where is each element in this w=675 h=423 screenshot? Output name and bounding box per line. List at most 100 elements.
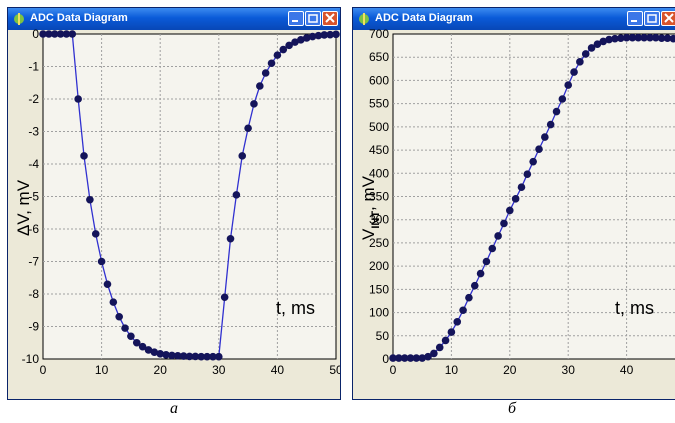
y-tick-label: 700 (369, 27, 389, 41)
data-point (517, 183, 526, 192)
data-point (256, 82, 264, 90)
data-point (320, 31, 329, 39)
time-unit-annotation: t, ms (276, 298, 315, 318)
chart-right: 0102030405005010015020025030035040045050… (359, 27, 675, 377)
data-point (587, 44, 596, 52)
data-point (424, 352, 432, 361)
data-point (203, 352, 211, 361)
data-point (308, 32, 317, 41)
data-point (179, 352, 188, 360)
data-point (115, 312, 123, 321)
data-point (663, 34, 672, 42)
y-tick-label: 650 (369, 50, 389, 64)
data-point (144, 346, 153, 354)
data-point (593, 40, 602, 49)
close-icon (664, 13, 674, 23)
data-point (494, 232, 502, 240)
data-point (482, 257, 491, 266)
y-tick-label: 0 (32, 27, 39, 41)
x-tick-label: 10 (445, 363, 459, 377)
data-point (622, 33, 631, 42)
data-point (185, 352, 194, 361)
data-point (552, 107, 561, 116)
y-tick-label: -1 (28, 60, 39, 74)
y-tick-label: -10 (22, 352, 40, 366)
data-point (121, 324, 129, 332)
close-button[interactable] (322, 11, 338, 26)
y-tick-label: 600 (369, 73, 389, 87)
minimize-button[interactable] (288, 11, 304, 26)
data-point (45, 30, 53, 38)
data-point (511, 195, 520, 203)
y-tick-label: -4 (28, 157, 39, 171)
data-point (285, 41, 293, 50)
data-point (250, 100, 258, 108)
maximize-button[interactable] (644, 11, 660, 26)
title-bar[interactable]: ADC Data Diagram (8, 8, 340, 30)
adc-window-left: ADC Data Diagram 0 10 20 30 40 50 0 -1 -2 -3 -4 -5 -… (7, 7, 341, 400)
data-point (244, 124, 252, 133)
data-point (156, 350, 164, 358)
data-point (80, 152, 88, 160)
x-tick-label: 30 (212, 363, 226, 377)
y-tick-label: -7 (28, 255, 39, 269)
y-tick-label: 550 (369, 97, 389, 111)
data-point (86, 195, 94, 204)
time-unit-annotation: t, ms (615, 298, 654, 318)
y-tick-label: -6 (28, 222, 39, 236)
data-point (232, 191, 241, 199)
data-point (453, 318, 462, 326)
data-point (558, 95, 567, 103)
data-point (326, 30, 334, 39)
data-point (132, 338, 141, 347)
x-tick-label: 40 (271, 363, 285, 377)
chart-left: 0 10 20 30 40 50 0 -1 -2 -3 -4 -5 -6 -7 -8 -9 -10 ΔV, mV t… (14, 27, 340, 377)
x-tick-label: 30 (562, 363, 576, 377)
x-tick-label: 20 (503, 363, 517, 377)
y-tick-label: -2 (28, 92, 39, 106)
y-tick-label: 100 (369, 306, 389, 320)
data-point (267, 59, 276, 68)
y-tick-label: 250 (369, 236, 389, 250)
title-bar[interactable]: ADC Data Diagram (353, 8, 675, 30)
close-button[interactable] (661, 11, 675, 26)
data-point (640, 33, 648, 42)
close-icon (325, 13, 335, 23)
data-point (68, 30, 77, 38)
data-point (314, 31, 323, 40)
minimize-button[interactable] (627, 11, 643, 26)
data-point (400, 354, 409, 362)
data-point (302, 34, 311, 42)
data-point (215, 352, 223, 361)
maximize-button[interactable] (305, 11, 321, 26)
data-point (418, 354, 426, 362)
data-point (616, 34, 625, 42)
data-point (459, 306, 467, 315)
data-point (109, 298, 118, 306)
data-point (238, 152, 247, 160)
data-point (332, 30, 340, 39)
data-point (576, 58, 584, 66)
data-point (570, 68, 578, 76)
y-tick-label: 350 (369, 190, 389, 204)
data-point (541, 133, 549, 141)
data-point (470, 281, 479, 290)
data-point (279, 45, 288, 54)
data-point (535, 145, 543, 153)
data-point (581, 50, 590, 58)
adc-window-right: ADC Data Diagram 0 10 20 30 40 500 50 100 150 200… (352, 7, 675, 400)
data-point (56, 30, 65, 38)
data-point (74, 95, 82, 103)
y-tick-label: 500 (369, 120, 389, 134)
data-point (103, 280, 112, 289)
data-point (652, 33, 660, 42)
y-tick-label: 0 (382, 352, 389, 366)
data-point (529, 157, 537, 166)
data-point (209, 352, 217, 361)
data-point (476, 269, 485, 278)
x-tick-label: 40 (620, 363, 634, 377)
data-point (500, 219, 508, 228)
data-point (465, 293, 473, 302)
data-point (441, 336, 450, 345)
data-point (97, 257, 106, 266)
